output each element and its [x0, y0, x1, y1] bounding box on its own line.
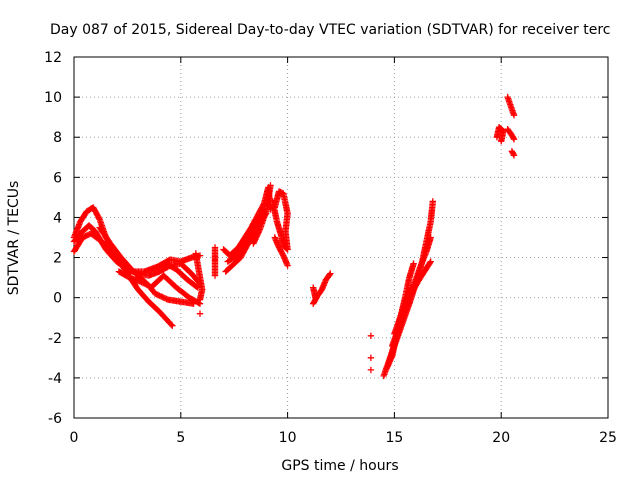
plus-markers: [269, 188, 291, 253]
data-series-segment: [211, 244, 219, 279]
data-series-segment: [271, 234, 291, 269]
y-tick-label: -4: [48, 371, 62, 387]
data-series-segment: [508, 148, 518, 159]
x-tick-label: 15: [385, 430, 403, 446]
x-tick-label: 20: [492, 430, 510, 446]
plus-markers: [196, 310, 204, 317]
plus-markers: [96, 224, 204, 307]
data-series-segment: [367, 366, 375, 374]
plus-markers: [504, 126, 518, 143]
x-axis-label: GPS time / hours: [281, 458, 398, 474]
plus-markers: [367, 354, 375, 361]
data-series-segment: [192, 250, 206, 303]
y-tick-label: -6: [48, 411, 62, 427]
y-tick-label: 0: [53, 291, 62, 307]
y-tick-label: 12: [44, 50, 62, 66]
plus-markers: [310, 270, 334, 307]
y-tick-label: -2: [48, 331, 62, 347]
data-series-segment: [250, 182, 274, 247]
data-series-segment: [504, 126, 518, 143]
data-series-segment: [96, 224, 204, 307]
y-tick-label: 8: [53, 130, 62, 146]
plus-markers: [508, 148, 518, 159]
plus-markers: [367, 366, 375, 374]
data-points: [70, 93, 518, 380]
plot-frame: [73, 56, 609, 419]
plus-markers: [391, 284, 415, 337]
data-series-segment: [391, 284, 415, 337]
plus-markers: [310, 284, 319, 301]
plus-markers: [493, 124, 507, 145]
plus-markers: [271, 234, 291, 269]
plus-markers: [211, 244, 219, 279]
x-tick-label: 5: [176, 430, 185, 446]
data-series-segment: [224, 206, 268, 265]
data-series-segment: [367, 354, 375, 361]
plus-markers: [115, 268, 197, 307]
grid: [74, 57, 608, 418]
data-series-segment: [310, 284, 319, 301]
plus-markers: [367, 332, 375, 339]
chart-title: Day 087 of 2015, Sidereal Day-to-day VTE…: [50, 22, 610, 38]
data-series-segment: [493, 124, 507, 145]
data-series-segment: [115, 268, 197, 307]
axis-ticks: 0 5 10 15 20 25 -6 -4 -2 0 2 4 6 8 10 12: [44, 50, 617, 446]
data-series-segment: [269, 188, 291, 253]
plus-markers: [250, 182, 274, 247]
data-series-segment: [367, 332, 375, 339]
y-axis-label: SDTVAR / TECUs: [6, 181, 22, 296]
data-series-segment: [310, 270, 334, 307]
y-tick-label: 2: [53, 251, 62, 267]
plus-markers: [224, 206, 268, 265]
data-series-segment: [196, 310, 204, 317]
y-tick-label: 10: [44, 90, 62, 106]
y-tick-label: 4: [53, 210, 62, 226]
x-tick-label: 0: [70, 430, 79, 446]
plus-markers: [504, 93, 518, 119]
x-tick-label: 10: [279, 430, 297, 446]
data-series-segment: [504, 93, 518, 119]
plus-markers: [192, 250, 206, 303]
y-tick-label: 6: [53, 170, 62, 186]
x-tick-label: 25: [599, 430, 617, 446]
